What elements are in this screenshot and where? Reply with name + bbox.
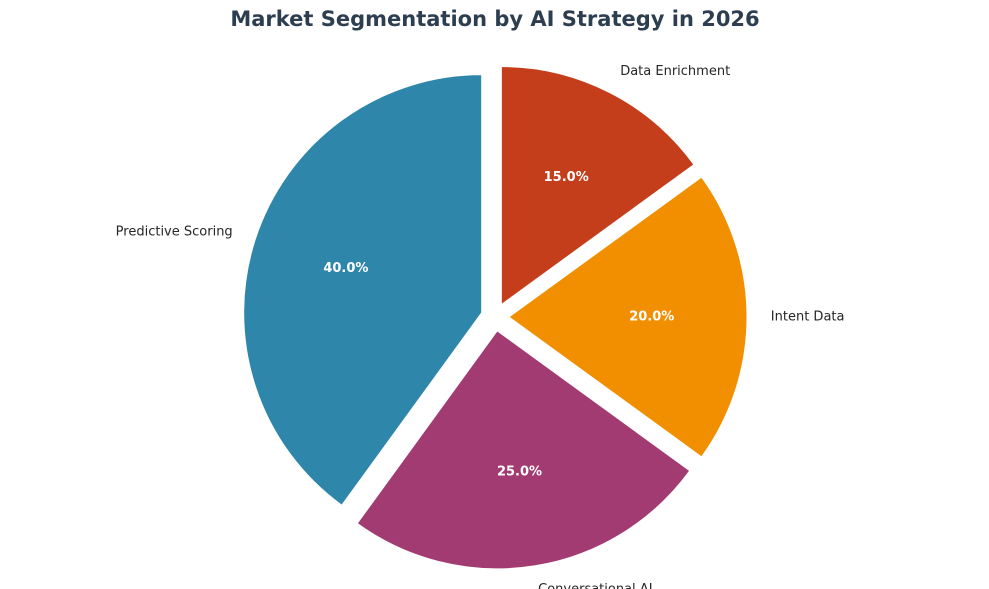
slice-label-predictive-scoring: Predictive Scoring	[116, 224, 233, 239]
pie-labels: 15.0% Data Enrichment 20.0% Intent Data 25.0…	[116, 64, 845, 589]
slice-label-conversational-ai: Conversational AI	[538, 582, 652, 589]
pct-label-intent-data: 20.0%	[629, 310, 674, 325]
slice-label-data-enrichment: Data Enrichment	[620, 64, 730, 79]
pie-slice-conversational-ai	[356, 330, 691, 570]
pie-slice-data-enrichment	[500, 66, 695, 306]
pct-label-data-enrichment: 15.0%	[544, 170, 589, 185]
chart-title: Market Segmentation by AI Strategy in 20…	[230, 7, 759, 31]
pct-label-predictive-scoring: 40.0%	[323, 261, 368, 276]
pie-slice-predictive-scoring	[243, 74, 483, 506]
pie-slices	[243, 66, 748, 570]
pie-slice-intent-data	[508, 176, 748, 458]
pct-label-conversational-ai: 25.0%	[497, 464, 542, 479]
slice-label-intent-data: Intent Data	[771, 310, 845, 325]
